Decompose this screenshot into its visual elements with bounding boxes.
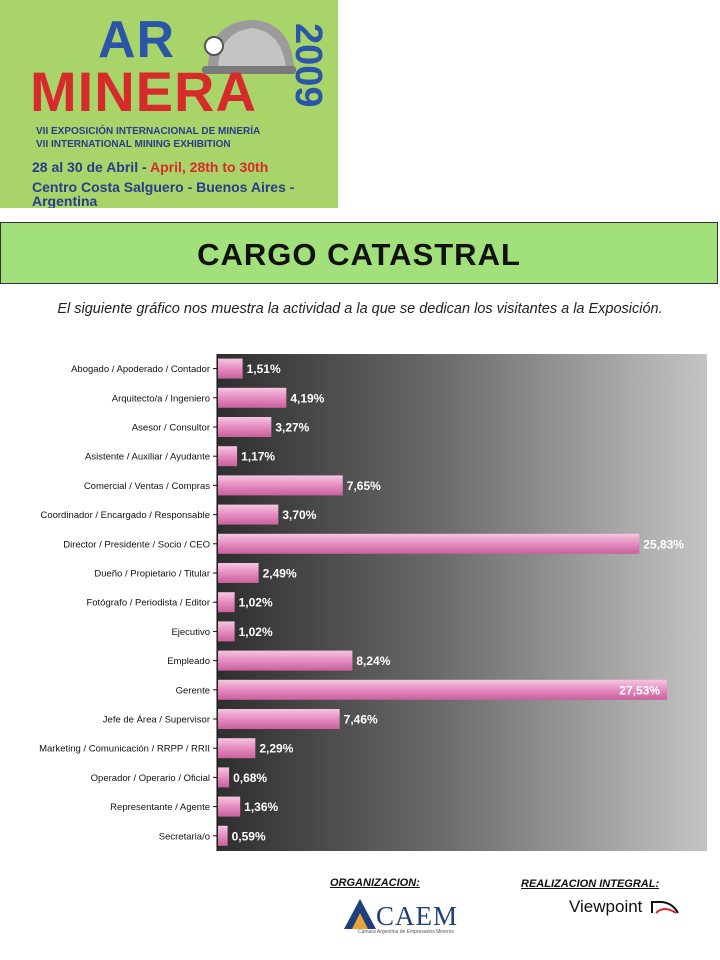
y-tick-label: Marketing / Comunicación / RRPP / RRII bbox=[39, 744, 210, 755]
logo-year: 2009 bbox=[287, 23, 329, 108]
bar bbox=[218, 504, 279, 525]
y-tick-label: Operador / Operario / Oficial bbox=[91, 773, 210, 784]
bar bbox=[218, 650, 353, 671]
logo-line-es: VII EXPOSICIÓN INTERNACIONAL DE MINERÍA bbox=[36, 126, 261, 137]
viewpoint-mark-icon bbox=[651, 901, 679, 914]
y-tick-label: Asesor / Consultor bbox=[132, 423, 210, 434]
y-tick-label: Director / Presidente / Socio / CEO bbox=[63, 539, 210, 550]
viewpoint-logo: Viewpoint bbox=[569, 897, 643, 916]
mining-helmet-icon bbox=[202, 20, 296, 74]
bar bbox=[218, 387, 287, 408]
data-label: 3,27% bbox=[275, 421, 309, 435]
y-tick-label: Comercial / Ventas / Compras bbox=[84, 481, 210, 492]
bar bbox=[218, 679, 667, 700]
y-tick-label: Abogado / Apoderado / Contador bbox=[71, 364, 210, 375]
bar bbox=[218, 621, 235, 642]
data-label: 3,70% bbox=[282, 508, 316, 522]
title-band: CARGO CATASTRAL bbox=[0, 222, 718, 284]
caem-subtitle: Cámara Argentina de Empresarios Mineros bbox=[358, 929, 454, 935]
bar bbox=[218, 475, 343, 496]
logo-venue: Centro Costa Salguero - Buenos Aires - A… bbox=[32, 179, 295, 208]
chart-description: El siguiente gráfico nos muestra la acti… bbox=[57, 301, 663, 317]
y-tick-label: Fotógrafo / Periodista / Editor bbox=[86, 598, 210, 609]
page-title: CARGO CATASTRAL bbox=[197, 237, 521, 272]
data-label: 1,02% bbox=[239, 625, 273, 639]
logo-dates-es: 28 al 30 de Abril - bbox=[32, 159, 151, 175]
bar bbox=[218, 446, 238, 467]
bar bbox=[218, 533, 640, 554]
data-label: 2,29% bbox=[259, 742, 293, 756]
bar bbox=[218, 563, 259, 583]
realizacion-label: REALIZACION INTEGRAL: bbox=[521, 878, 660, 890]
bar-chart: Abogado / Apoderado / Contador 1,51% Arqui… bbox=[39, 354, 707, 851]
bar bbox=[218, 796, 241, 817]
caem-wordmark: CAEM bbox=[376, 901, 459, 931]
data-label: 27,53% bbox=[619, 683, 660, 697]
logo-dates: 28 al 30 de Abril - April, 28th to 30th bbox=[32, 160, 268, 174]
y-tick-label: Representante / Agente bbox=[110, 802, 210, 813]
data-label: 8,24% bbox=[356, 654, 390, 668]
data-label: 4,19% bbox=[290, 391, 324, 405]
logo-minera: MINERA bbox=[30, 60, 257, 123]
data-label: 2,49% bbox=[263, 567, 297, 581]
data-label: 7,46% bbox=[344, 713, 378, 727]
y-tick-label: Dueño / Propietario / Titular bbox=[94, 569, 210, 580]
bar bbox=[218, 592, 235, 613]
bar bbox=[218, 709, 340, 729]
y-tick-label: Jefe de Área / Supervisor bbox=[103, 715, 210, 726]
data-label: 1,36% bbox=[244, 800, 278, 814]
bar bbox=[218, 738, 256, 759]
y-tick-label: Secretaria/o bbox=[159, 831, 210, 842]
logo-ar: AR bbox=[98, 11, 176, 69]
logo-dates-en: April, 28th to 30th bbox=[150, 159, 269, 175]
y-tick-label: Gerente bbox=[176, 685, 210, 696]
y-tick-label: Asistente / Auxiliar / Ayudante bbox=[85, 452, 210, 463]
data-label: 0,68% bbox=[233, 771, 267, 785]
bar bbox=[218, 358, 243, 379]
data-label: 0,59% bbox=[232, 829, 266, 843]
logo-line-en: VII INTERNATIONAL MINING EXHIBITION bbox=[36, 139, 231, 150]
caem-mark-icon bbox=[344, 899, 376, 929]
bar bbox=[218, 767, 230, 788]
data-label: 1,51% bbox=[247, 362, 281, 376]
data-label: 1,17% bbox=[241, 450, 275, 464]
organizacion-label: ORGANIZACION: bbox=[330, 877, 420, 889]
caem-logo: CAEM Cámara Argentina de Empresarios Min… bbox=[340, 893, 460, 943]
data-label: 7,65% bbox=[347, 479, 381, 493]
bar bbox=[218, 825, 228, 846]
data-label: 1,02% bbox=[239, 596, 273, 610]
y-tick-label: Ejecutivo bbox=[171, 627, 210, 638]
data-label: 25,83% bbox=[643, 537, 684, 551]
bar bbox=[218, 417, 272, 437]
arminera-logo: AR MINERA 2009 VII EXPOSICIÓN INTERNACIO… bbox=[0, 0, 338, 208]
y-tick-label: Coordinador / Encargado / Responsable bbox=[40, 510, 210, 521]
y-tick-label: Arquitecto/a / Ingeniero bbox=[112, 393, 210, 404]
plot-area bbox=[217, 354, 707, 851]
y-tick-label: Empleado bbox=[167, 656, 210, 667]
